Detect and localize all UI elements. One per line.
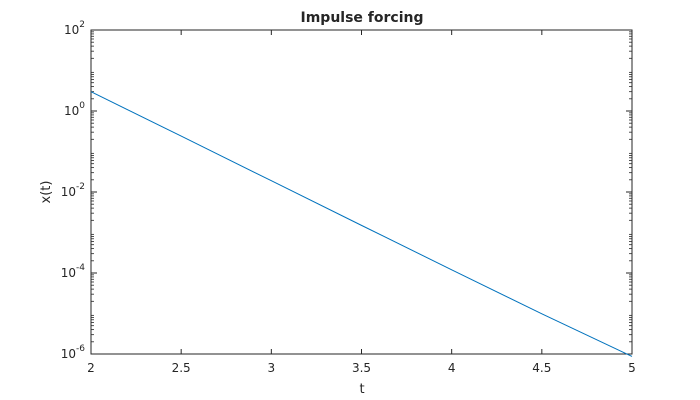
y-tick-label: 10-2 (61, 182, 85, 199)
x-tick-label: 3.5 (352, 361, 371, 375)
y-tick-label: 10-4 (61, 263, 86, 280)
y-axis-ticks: 10-6 10-4 10-2 100 102 (61, 20, 632, 361)
x-tick-label: 4 (448, 361, 456, 375)
axes-box (90, 29, 633, 355)
x-axis-label: t (359, 382, 364, 397)
y-axis-label: x(t) (39, 181, 54, 204)
x-tick-label: 3 (268, 361, 276, 375)
y-tick-label: 102 (64, 20, 85, 37)
x-tick-label: 2 (87, 361, 95, 375)
y-tick-label: 100 (64, 101, 85, 118)
x-tick-label: 4.5 (532, 361, 551, 375)
y-tick-label: 10-6 (61, 344, 86, 361)
x-tick-label: 5 (628, 361, 636, 375)
series-layer (90, 91, 633, 357)
chart-title: Impulse forcing (301, 10, 424, 26)
x-tick-label: 2.5 (172, 361, 191, 375)
series-line (90, 91, 633, 357)
plot-area (90, 29, 633, 355)
